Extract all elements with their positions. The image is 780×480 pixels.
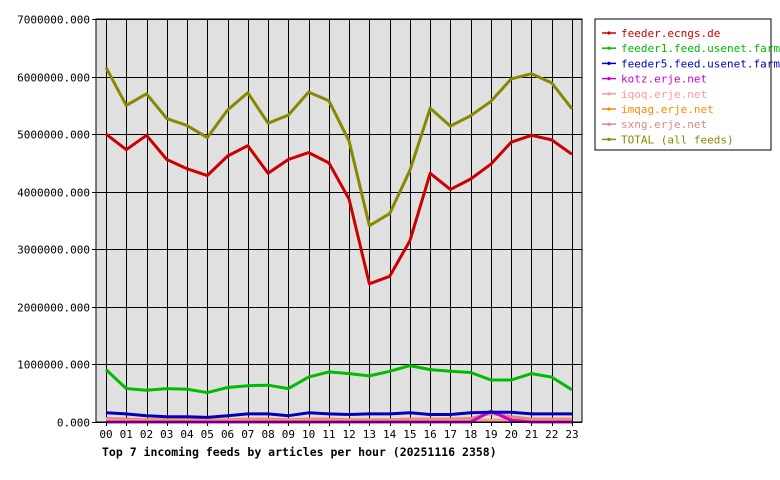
plot-frame bbox=[95, 18, 583, 423]
x-tick-label: 12 bbox=[343, 428, 356, 441]
x-tick-label: 13 bbox=[363, 428, 376, 441]
series-line bbox=[104, 364, 573, 395]
x-tick-label: 22 bbox=[545, 428, 558, 441]
y-tick-label: 6000000.000 bbox=[17, 72, 90, 85]
y-axis-ticks: 0.000 1000000.000 2000000.000 3000000.000 40… bbox=[17, 14, 96, 430]
x-tick-label: 19 bbox=[484, 428, 497, 441]
y-tick-label: 5000000.000 bbox=[17, 129, 90, 142]
y-tick-label: 1000000.000 bbox=[17, 359, 90, 372]
legend-marker bbox=[607, 107, 611, 111]
x-tick-label: 16 bbox=[424, 428, 437, 441]
y-tick-label: 2000000.000 bbox=[17, 302, 90, 315]
plot-area bbox=[95, 18, 583, 423]
legend-label: iqoq.erje.net bbox=[621, 88, 707, 101]
legend-label: imqag.erje.net bbox=[621, 103, 714, 116]
x-tick-label: 02 bbox=[140, 428, 153, 441]
series-line bbox=[104, 66, 574, 228]
x-tick-label: 04 bbox=[180, 428, 194, 441]
y-tick-label: 7000000.000 bbox=[17, 14, 90, 27]
x-tick-label: 06 bbox=[221, 428, 234, 441]
x-tick-label: 21 bbox=[525, 428, 538, 441]
x-tick-label: 08 bbox=[261, 428, 274, 441]
legend-marker bbox=[607, 61, 611, 65]
x-tick-label: 15 bbox=[403, 428, 416, 441]
x-tick-label: 00 bbox=[99, 428, 112, 441]
x-tick-label: 18 bbox=[464, 428, 477, 441]
x-tick-label: 01 bbox=[120, 428, 133, 441]
legend-label: sxng.erje.net bbox=[621, 118, 707, 131]
x-tick-label: 09 bbox=[282, 428, 295, 441]
legend-marker bbox=[607, 77, 611, 81]
legend-label: TOTAL (all feeds) bbox=[621, 133, 734, 146]
x-tick-label: 10 bbox=[302, 428, 315, 441]
x-tick-label: 11 bbox=[322, 428, 335, 441]
legend-box bbox=[594, 18, 772, 151]
legend: feeder.ecngs.de feeder1.feed.usenet.farm f… bbox=[594, 18, 780, 151]
series-line bbox=[105, 132, 573, 286]
y-tick-label: 4000000.000 bbox=[17, 187, 90, 200]
x-tick-label: 05 bbox=[201, 428, 214, 441]
legend-marker bbox=[607, 46, 611, 50]
x-tick-label: 20 bbox=[505, 428, 518, 441]
x-axis-ticks: 00 01 02 03 04 05 06 07 08 09 10 11 12 13 14 15 16 17 18 19… bbox=[99, 422, 579, 441]
y-tick-label: 3000000.000 bbox=[17, 244, 90, 257]
legend-label: feeder5.feed.usenet.farm bbox=[621, 57, 780, 70]
series-line bbox=[105, 410, 572, 419]
legend-marker bbox=[607, 31, 611, 35]
legend-label: feeder1.feed.usenet.farm bbox=[621, 42, 780, 55]
x-tick-label: 14 bbox=[383, 428, 397, 441]
y-tick-label: 0.000 bbox=[57, 417, 90, 430]
x-tick-label: 03 bbox=[160, 428, 173, 441]
legend-marker bbox=[607, 122, 611, 126]
x-tick-label: 07 bbox=[241, 428, 254, 441]
legend-marker bbox=[607, 92, 611, 96]
legend-label: kotz.erje.net bbox=[621, 73, 707, 86]
x-tick-label: 17 bbox=[444, 428, 457, 441]
legend-marker bbox=[607, 137, 611, 141]
x-tick-label: 23 bbox=[565, 428, 578, 441]
chart-title: Top 7 incoming feeds by articles per hou… bbox=[102, 445, 497, 459]
legend-label: feeder.ecngs.de bbox=[621, 27, 720, 40]
